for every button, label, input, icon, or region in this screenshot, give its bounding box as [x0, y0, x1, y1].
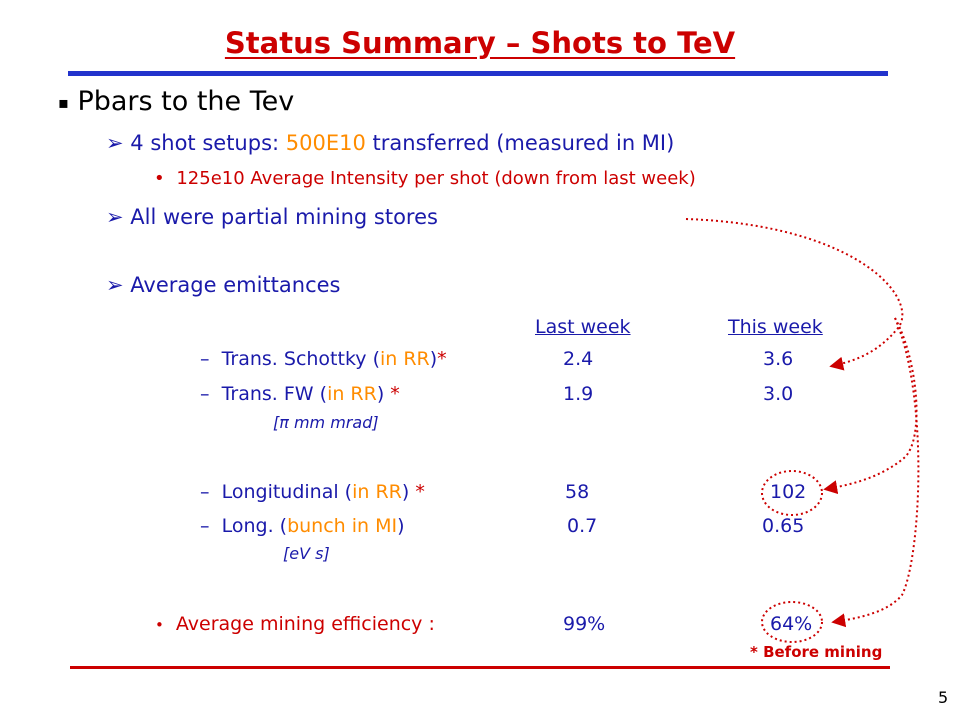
dash: – — [200, 481, 210, 503]
row-trans-fw-last: 1.9 — [563, 383, 594, 405]
row-star: * — [437, 348, 447, 370]
row-longitudinal-this: 102 — [770, 481, 807, 503]
units-longitudinal: [eV s] — [283, 544, 330, 563]
circle-mining-this — [761, 601, 823, 643]
row-trans-schottky: – Trans. Schottky (in RR)* — [200, 348, 447, 370]
row-location: bunch in MI — [287, 515, 398, 537]
arrow-to-longitudinal — [823, 317, 918, 495]
mining-efficiency-row: • Average mining efficiency : — [155, 613, 435, 635]
arrow-to-mining — [831, 317, 920, 628]
row-location: in RR — [352, 481, 402, 503]
page-number: 5 — [938, 688, 949, 707]
row-paren: ) — [429, 348, 438, 370]
row-trans-schottky-this: 3.6 — [763, 348, 794, 370]
intensity-text: 125e10 Average Intensity per shot (down … — [176, 168, 696, 189]
sub-dot-intensity: • 125e10 Average Intensity per shot (dow… — [154, 168, 696, 189]
sub1-pre: 4 shot setups: — [130, 131, 286, 155]
dot-bullet-icon: • — [154, 168, 165, 189]
arrow-bullet-icon: ➢ — [106, 131, 124, 155]
row-long-bunch-last: 0.7 — [567, 515, 598, 537]
sub-bullet-mining-stores: ➢ All were partial mining stores — [106, 205, 438, 229]
row-long-bunch: – Long. (bunch in MI) — [200, 515, 405, 537]
col-header-last-week: Last week — [535, 316, 631, 338]
dash: – — [200, 515, 210, 537]
col-header-this-week: This week — [728, 316, 823, 338]
sub1-value: 500E10 — [285, 131, 366, 155]
row-trans-fw-this: 3.0 — [763, 383, 794, 405]
row-long-bunch-this: 0.65 — [762, 515, 805, 537]
row-label: Long. ( — [221, 515, 288, 537]
row-label: Trans. Schottky ( — [221, 348, 380, 370]
row-paren: ) — [376, 383, 391, 405]
row-location: in RR — [379, 348, 430, 370]
bottom-rule — [70, 666, 890, 669]
row-paren: ) — [401, 481, 416, 503]
row-label: Trans. FW ( — [221, 383, 328, 405]
main-bullet: ▪ Pbars to the Tev — [58, 86, 294, 117]
dash: – — [200, 383, 210, 405]
dash: – — [200, 348, 210, 370]
row-location: in RR — [327, 383, 377, 405]
slide-title: Status Summary – Shots to TeV — [224, 26, 736, 60]
arrow-bullet-icon: ➢ — [106, 273, 124, 297]
circle-longitudinal-this — [761, 470, 823, 516]
sub-bullet-shot-setups: ➢ 4 shot setups: 500E10 transferred (mea… — [106, 131, 674, 155]
sub2-text: All were partial mining stores — [130, 205, 438, 229]
dot-bullet-icon: • — [155, 616, 164, 634]
mining-last: 99% — [563, 613, 606, 635]
square-bullet-icon: ▪ — [58, 93, 69, 112]
row-paren: ) — [397, 515, 405, 537]
before-mining-note: * Before mining — [750, 643, 883, 661]
mining-this: 64% — [770, 613, 813, 635]
arrow-bullet-icon: ➢ — [106, 205, 124, 229]
row-longitudinal: – Longitudinal (in RR) * — [200, 481, 425, 503]
sub3-text: Average emittances — [130, 273, 341, 297]
row-star: * — [415, 481, 425, 503]
title-rule — [68, 71, 888, 76]
mining-label: Average mining efficiency : — [175, 613, 435, 635]
row-trans-fw: – Trans. FW (in RR) * — [200, 383, 400, 405]
row-label: Longitudinal ( — [221, 481, 353, 503]
units-emittance: [π mm mrad] — [273, 413, 379, 432]
sub1-post: transferred (measured in MI) — [365, 131, 675, 155]
row-longitudinal-last: 58 — [565, 481, 590, 503]
sub-bullet-emittances: ➢ Average emittances — [106, 273, 340, 297]
main-bullet-text: Pbars to the Tev — [77, 86, 295, 117]
row-star: * — [390, 383, 400, 405]
arrow-to-schottky — [685, 218, 904, 371]
row-trans-schottky-last: 2.4 — [563, 348, 594, 370]
